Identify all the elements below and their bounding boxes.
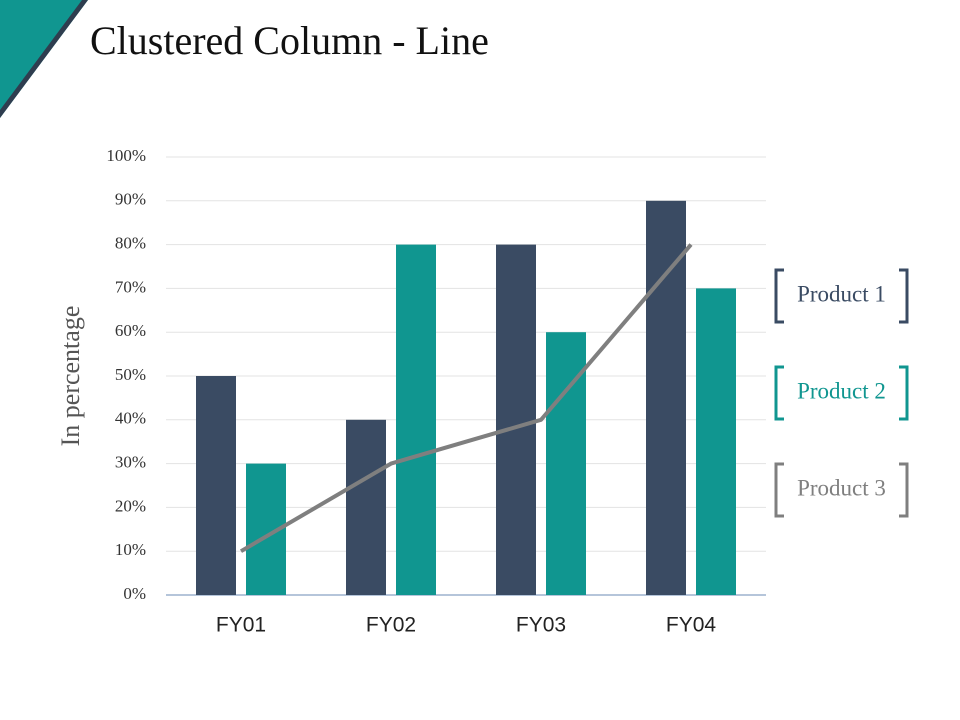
chart-title: Clustered Column - Line — [90, 18, 489, 63]
legend-bracket — [899, 462, 909, 518]
bar — [396, 244, 436, 595]
y-tick-label: 50% — [115, 365, 146, 384]
y-tick-label: 30% — [115, 453, 146, 472]
y-tick-label: 40% — [115, 409, 146, 428]
legend-label: Product 1 — [797, 281, 886, 306]
bar — [496, 244, 536, 595]
bar — [196, 376, 236, 595]
x-tick-label: FY03 — [516, 614, 566, 637]
x-tick-label: FY01 — [216, 614, 266, 637]
legend-bracket — [899, 365, 909, 421]
legend-bracket — [774, 268, 784, 324]
line-series — [239, 243, 693, 553]
y-tick-label: 10% — [115, 540, 146, 559]
x-tick-label: FY02 — [366, 614, 416, 637]
y-tick-label: 90% — [115, 190, 146, 209]
y-tick-label: 80% — [115, 234, 146, 253]
bar — [346, 419, 386, 595]
x-tick-label: FY04 — [666, 614, 717, 637]
y-tick-label: 70% — [115, 277, 146, 296]
legend-bracket — [774, 462, 784, 518]
bar — [646, 200, 686, 596]
bar — [696, 288, 736, 595]
y-tick-label: 20% — [115, 496, 146, 515]
y-tick-label: 60% — [115, 321, 146, 340]
corner-edge — [0, 0, 88, 118]
legend-bracket — [899, 268, 909, 324]
legend-bracket — [774, 365, 784, 421]
y-axis-label: In percentage — [56, 306, 85, 447]
y-tick-label: 0% — [123, 584, 146, 603]
y-tick-label: 100% — [106, 146, 146, 165]
legend-label: Product 3 — [797, 475, 886, 500]
legend-label: Product 2 — [797, 378, 886, 403]
